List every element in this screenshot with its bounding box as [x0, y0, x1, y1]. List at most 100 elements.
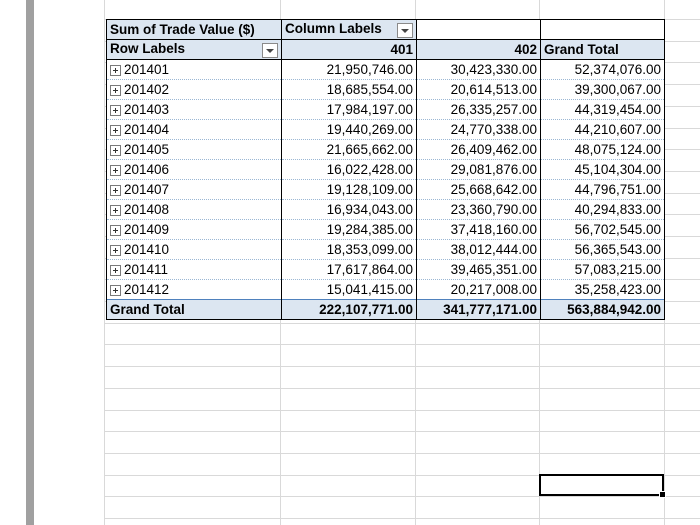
expand-plus-icon[interactable]: [110, 144, 121, 156]
value-402-cell: 26,335,257.00: [416, 99, 541, 120]
row-total-cell: 48,075,124.00: [540, 139, 665, 160]
expand-plus-icon[interactable]: [110, 264, 121, 276]
values-field-label: Sum of Trade Value ($): [110, 22, 255, 37]
selected-cell[interactable]: [539, 474, 666, 498]
value-401-cell: 19,128,109.00: [281, 179, 417, 200]
row-label: 201410: [124, 242, 170, 257]
grand-total-402: 341,777,171.00: [416, 299, 541, 320]
value-401-cell: 19,440,269.00: [281, 119, 417, 140]
pivot-subheader-row: Row Labels 401 402 Grand Total: [106, 39, 665, 60]
table-row: 201408 16,934,043.00 23,360,790.00 40,294,8…: [106, 199, 665, 220]
window-left-margin: [0, 0, 34, 525]
dropdown-arrow-icon[interactable]: [262, 43, 278, 58]
value-402-cell: 38,012,444.00: [416, 239, 541, 260]
row-total-cell: 57,083,215.00: [540, 259, 665, 280]
value-401-cell: 21,950,746.00: [281, 59, 417, 80]
gridline: [104, 453, 700, 454]
row-label: 201405: [124, 142, 170, 157]
row-total-cell: 56,702,545.00: [540, 219, 665, 240]
row-label-cell[interactable]: 201407: [106, 179, 282, 200]
gridline: [104, 0, 105, 525]
table-row: 201410 18,353,099.00 38,012,444.00 56,365,5…: [106, 239, 665, 260]
expand-plus-icon[interactable]: [110, 244, 121, 256]
row-labels-label: Row Labels: [110, 41, 186, 56]
gridline: [104, 323, 700, 324]
table-row: 201411 17,617,864.00 39,465,351.00 57,083,2…: [106, 259, 665, 280]
expand-plus-icon[interactable]: [110, 104, 121, 116]
column-header-402: 402: [416, 39, 541, 60]
value-402-cell: 24,770,338.00: [416, 119, 541, 140]
column-labels-label: Column Labels: [285, 21, 382, 36]
expand-plus-icon[interactable]: [110, 204, 121, 216]
header-empty-cell: [540, 19, 665, 40]
values-field-header[interactable]: Sum of Trade Value ($): [106, 19, 282, 40]
pivot-header-row: Sum of Trade Value ($) Column Labels: [106, 19, 665, 40]
grand-total-label: Grand Total: [106, 299, 282, 320]
row-total-cell: 44,796,751.00: [540, 179, 665, 200]
value-402-cell: 29,081,876.00: [416, 159, 541, 180]
expand-plus-icon[interactable]: [110, 164, 121, 176]
row-label-cell[interactable]: 201404: [106, 119, 282, 140]
grand-total-column-header: Grand Total: [540, 39, 665, 60]
table-row: 201406 16,022,428.00 29,081,876.00 45,104,3…: [106, 159, 665, 180]
row-label-cell[interactable]: 201408: [106, 199, 282, 220]
gridline: [104, 518, 700, 519]
row-label-cell[interactable]: 201401: [106, 59, 282, 80]
value-401-cell: 19,284,385.00: [281, 219, 417, 240]
row-total-cell: 56,365,543.00: [540, 239, 665, 260]
grand-total-overall: 563,884,942.00: [540, 299, 665, 320]
row-label-cell[interactable]: 201402: [106, 79, 282, 100]
row-label: 201412: [124, 282, 170, 297]
value-401-cell: 18,685,554.00: [281, 79, 417, 100]
value-402-cell: 25,668,642.00: [416, 179, 541, 200]
gridline: [104, 388, 700, 389]
expand-plus-icon[interactable]: [110, 84, 121, 96]
row-total-cell: 40,294,833.00: [540, 199, 665, 220]
table-row: 201412 15,041,415.00 20,217,008.00 35,258,4…: [106, 279, 665, 300]
expand-plus-icon[interactable]: [110, 64, 121, 76]
value-401-cell: 15,041,415.00: [281, 279, 417, 300]
row-label-cell[interactable]: 201409: [106, 219, 282, 240]
expand-plus-icon[interactable]: [110, 284, 121, 296]
row-total-cell: 52,374,076.00: [540, 59, 665, 80]
row-label: 201402: [124, 82, 170, 97]
gridline: [104, 496, 700, 497]
table-row: 201407 19,128,109.00 25,668,642.00 44,796,7…: [106, 179, 665, 200]
row-total-cell: 44,319,454.00: [540, 99, 665, 120]
grand-total-401: 222,107,771.00: [281, 299, 417, 320]
row-label-cell[interactable]: 201406: [106, 159, 282, 180]
column-labels-header[interactable]: Column Labels: [281, 19, 417, 40]
fill-handle[interactable]: [659, 491, 666, 498]
row-labels-header[interactable]: Row Labels: [106, 39, 282, 60]
dropdown-arrow-icon[interactable]: [397, 23, 413, 38]
gridline: [104, 344, 700, 345]
value-401-cell: 17,984,197.00: [281, 99, 417, 120]
row-label: 201411: [124, 262, 169, 277]
gridline: [104, 366, 700, 367]
value-401-cell: 18,353,099.00: [281, 239, 417, 260]
row-label-cell[interactable]: 201403: [106, 99, 282, 120]
row-total-cell: 39,300,067.00: [540, 79, 665, 100]
row-label: 201407: [124, 182, 170, 197]
row-label-cell[interactable]: 201411: [106, 259, 282, 280]
table-row: 201405 21,665,662.00 26,409,462.00 48,075,1…: [106, 139, 665, 160]
row-total-cell: 44,210,607.00: [540, 119, 665, 140]
row-label-cell[interactable]: 201405: [106, 139, 282, 160]
value-402-cell: 23,360,790.00: [416, 199, 541, 220]
row-total-cell: 45,104,304.00: [540, 159, 665, 180]
value-401-cell: 21,665,662.00: [281, 139, 417, 160]
expand-plus-icon[interactable]: [110, 224, 121, 236]
value-402-cell: 26,409,462.00: [416, 139, 541, 160]
expand-plus-icon[interactable]: [110, 184, 121, 196]
table-row: 201402 18,685,554.00 20,614,513.00 39,300,0…: [106, 79, 665, 100]
row-label: 201404: [124, 122, 170, 137]
row-label: 201406: [124, 162, 170, 177]
row-label: 201401: [124, 62, 170, 77]
row-label: 201409: [124, 222, 170, 237]
header-empty-cell: [416, 19, 541, 40]
gridline: [104, 475, 700, 476]
column-header-401: 401: [281, 39, 417, 60]
row-label-cell[interactable]: 201412: [106, 279, 282, 300]
row-label-cell[interactable]: 201410: [106, 239, 282, 260]
expand-plus-icon[interactable]: [110, 124, 121, 136]
